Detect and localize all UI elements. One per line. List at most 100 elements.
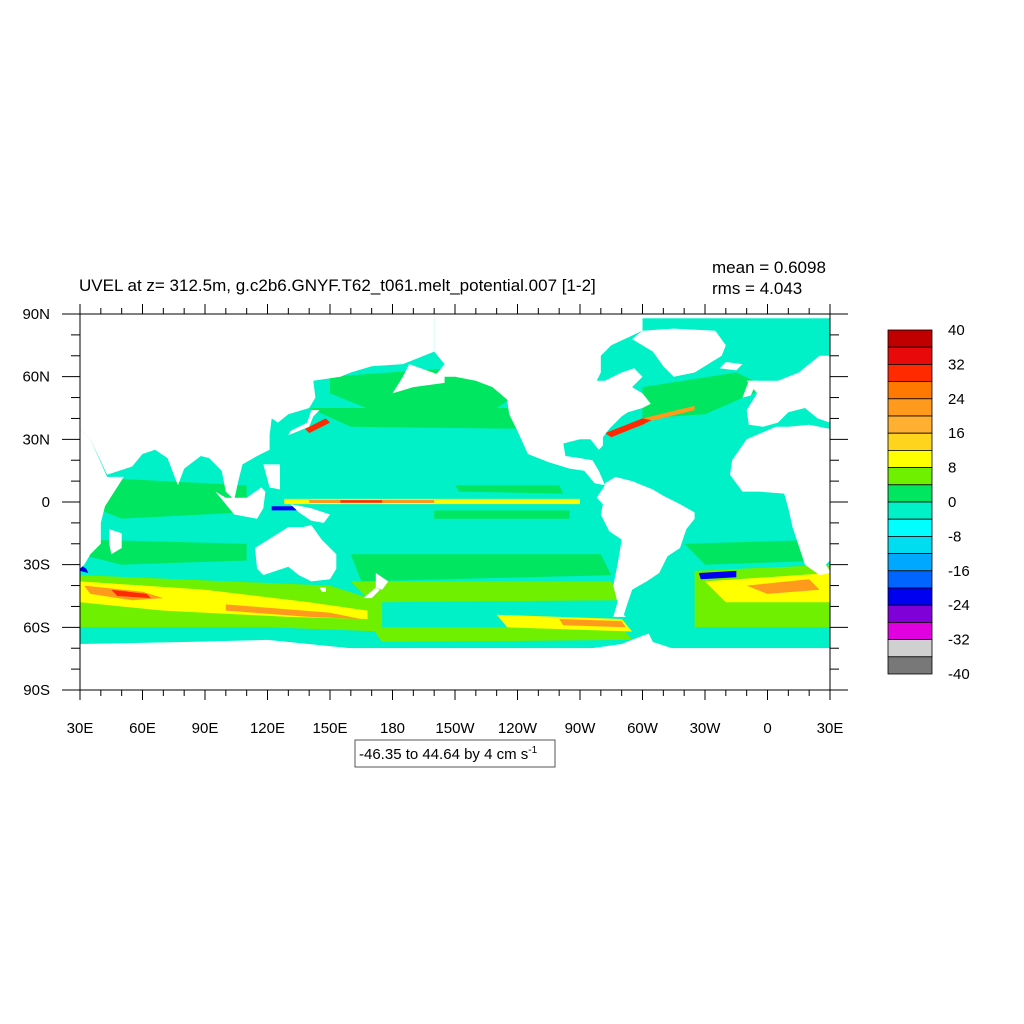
x-tick-label: 150E xyxy=(312,720,347,737)
colorbar-swatch xyxy=(887,363,933,382)
mean-stat: mean = 0.6098 xyxy=(712,258,826,277)
land-alaska xyxy=(392,364,445,394)
band-euc-max xyxy=(340,500,383,503)
colorbar-label: 16 xyxy=(948,425,965,442)
land-japan xyxy=(288,410,320,436)
colorbar-swatch xyxy=(887,449,933,468)
land-iceland xyxy=(719,362,743,371)
band-south-pacific xyxy=(350,554,612,582)
y-tick-label: 60S xyxy=(23,619,50,636)
x-tick-label: 120E xyxy=(250,720,285,737)
x-tick-label: 150W xyxy=(435,720,475,737)
land-madagascar xyxy=(109,529,122,555)
land-masks xyxy=(80,314,830,690)
colorbar-swatch xyxy=(887,604,933,623)
colorbar-swatch xyxy=(887,329,933,348)
band-kuroshio xyxy=(305,418,330,434)
land-britain xyxy=(742,380,758,398)
contour-info-box xyxy=(354,739,556,768)
land-africa xyxy=(80,428,124,569)
y-tick-label: 30N xyxy=(22,431,50,448)
band-north-atlantic xyxy=(642,372,768,419)
colorbar-label: 40 xyxy=(948,322,965,339)
x-tick-label: 120W xyxy=(498,720,538,737)
colorbar-swatch xyxy=(887,553,933,572)
colorbar-swatch xyxy=(887,587,933,606)
land-new-guinea xyxy=(290,504,330,523)
contour-info-exponent: -1 xyxy=(528,745,537,756)
band-kuroshio-extension xyxy=(309,408,539,429)
x-tick-label: 30E xyxy=(67,720,94,737)
colorbar-swatch xyxy=(887,501,933,520)
colorbar-swatch xyxy=(887,346,933,365)
land-south-america xyxy=(596,476,695,617)
colorbar: 40 32 24 16 8 0 -8 -16 -24 -32 -40 xyxy=(887,322,970,683)
colorbar-label: 8 xyxy=(948,460,956,477)
colorbar-swatch xyxy=(887,432,933,451)
x-tick-label: 180 xyxy=(380,720,405,737)
band-acc-atlantic-max xyxy=(746,579,820,594)
colorbar-swatch xyxy=(887,639,933,658)
colorbar-label: -16 xyxy=(948,563,970,580)
colorbar-swatch xyxy=(887,415,933,434)
x-tick-label: 30E xyxy=(817,720,844,737)
contour-info-text: -46.35 to 44.64 by 4 cm s xyxy=(359,746,528,763)
axis-ticks xyxy=(62,304,848,700)
colorbar-label: -24 xyxy=(948,597,970,614)
land-eurasia xyxy=(80,314,435,500)
band-acc-max xyxy=(111,589,151,599)
colorbar-label: 32 xyxy=(948,356,965,373)
band-gulf-stream xyxy=(605,414,664,438)
land-nz-south xyxy=(363,587,380,599)
colorbar-label: -32 xyxy=(948,632,970,649)
colorbar-swatch xyxy=(887,467,933,486)
band-acc-drake-core xyxy=(559,619,626,628)
y-tick-labels: 90N 60N 30N 0 30S 60S 90S xyxy=(22,306,50,699)
colorbar-label: -40 xyxy=(948,666,970,683)
land-philippines xyxy=(263,464,280,490)
colorbar-swatch xyxy=(887,622,933,641)
band-ncc xyxy=(455,485,564,494)
colorbar-label: 24 xyxy=(948,391,965,408)
x-tick-label: 60E xyxy=(129,720,156,737)
band-pacific-sector xyxy=(350,581,622,603)
chart-title: UVEL at z= 312.5m, g.c2b6.GNYF.T62_t061.… xyxy=(79,276,596,295)
colorbar-swatch xyxy=(887,381,933,400)
colorbar-swatch xyxy=(887,656,933,675)
land-indonesia xyxy=(215,487,266,519)
x-tick-label: 30W xyxy=(690,720,722,737)
land-greenland xyxy=(632,328,726,377)
plot-area xyxy=(80,314,830,690)
band-north-atlantic-drift xyxy=(642,405,695,421)
x-tick-label: 0 xyxy=(763,720,771,737)
band-itf xyxy=(271,506,299,511)
band-sec xyxy=(434,510,570,519)
y-tick-label: 30S xyxy=(23,557,50,574)
land-europe xyxy=(746,314,830,427)
land-australia xyxy=(255,525,337,582)
colorbar-swatch xyxy=(887,518,933,537)
band-indian-north xyxy=(80,476,247,519)
y-tick-label: 0 xyxy=(42,494,50,511)
band-agulhas xyxy=(80,564,89,573)
x-tick-label: 90W xyxy=(565,720,597,737)
land-west-africa xyxy=(730,314,830,576)
y-tick-label: 60N xyxy=(22,369,50,386)
y-tick-label: 90S xyxy=(23,682,50,699)
colorbar-swatch xyxy=(887,536,933,555)
band-acc-east xyxy=(225,604,362,619)
land-nz-north xyxy=(375,573,389,590)
colorbar-swatch xyxy=(887,570,933,589)
land-tasmania xyxy=(319,587,326,592)
land-north-america xyxy=(434,314,651,486)
colorbar-label: 0 xyxy=(948,494,956,511)
x-tick-label: 90E xyxy=(192,720,219,737)
colorbar-label: -8 xyxy=(948,528,961,545)
band-malvinas xyxy=(698,570,737,580)
colorbar-swatch xyxy=(887,484,933,503)
y-tick-label: 90N xyxy=(22,306,50,323)
band-south-atlantic xyxy=(684,539,830,565)
rms-stat: rms = 4.043 xyxy=(712,279,802,298)
colorbar-swatch xyxy=(887,398,933,417)
